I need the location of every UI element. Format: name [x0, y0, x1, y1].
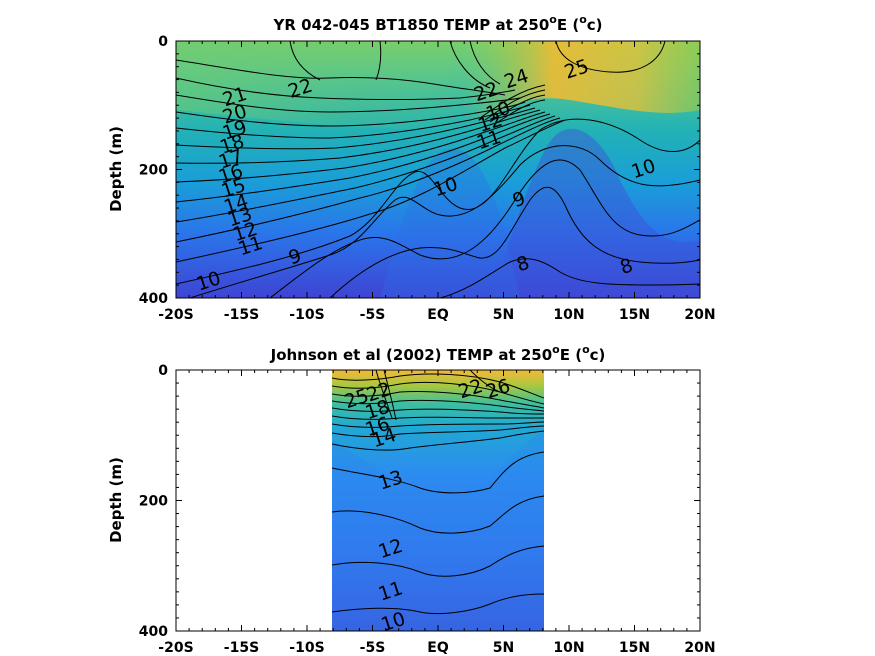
top-xtick-label: -20S	[158, 307, 193, 323]
top-xtick-label: 20N	[684, 307, 715, 323]
top-ytick-label: 0	[158, 34, 168, 50]
bottom-yaxis-ticks: 0 200 400	[139, 363, 700, 640]
top-xaxis-ticks: -20S -15S -10S -5S EQ 5N 10N 15N 20N	[158, 41, 716, 323]
bottom-xtick-label: -5S	[360, 640, 386, 656]
bottom-panel: Johnson et al (2002) TEMP at 250oE (oc) …	[107, 343, 716, 656]
top-yaxis-ticks: 0 200 400	[139, 34, 700, 307]
bottom-xtick-label: 5N	[493, 640, 514, 656]
top-xtick-label: -10S	[289, 307, 324, 323]
bottom-xaxis-ticks: -20S -15S -10S -5S EQ 5N 10N 15N 20N	[158, 370, 716, 656]
bottom-xtick-label: -20S	[158, 640, 193, 656]
bottom-color-field	[332, 370, 544, 631]
bottom-xtick-label: -15S	[224, 640, 259, 656]
bottom-ytick-label: 400	[139, 624, 168, 640]
top-xtick-label: -5S	[360, 307, 386, 323]
bottom-xtick-label: 15N	[619, 640, 650, 656]
bottom-xtick-label: EQ	[427, 640, 449, 656]
top-contours	[176, 41, 700, 298]
bottom-chart-title: Johnson et al (2002) TEMP at 250oE (oc)	[270, 343, 606, 364]
bottom-ytick-label: 0	[158, 363, 168, 379]
top-xtick-label: 5N	[493, 307, 514, 323]
top-panel: YR 042-045 BT1850 TEMP at 250oE (oc)	[107, 13, 716, 323]
bottom-xtick-label: -10S	[289, 640, 324, 656]
bottom-xtick-label: 10N	[553, 640, 584, 656]
top-xtick-label: 10N	[553, 307, 584, 323]
top-xtick-label: -15S	[224, 307, 259, 323]
bottom-xtick-label: 20N	[684, 640, 715, 656]
top-ytick-label: 200	[139, 163, 168, 179]
top-chart-title: YR 042-045 BT1850 TEMP at 250oE (oc)	[273, 13, 603, 34]
bottom-ytick-label: 200	[139, 494, 168, 510]
top-xtick-label: EQ	[427, 307, 449, 323]
bottom-contours	[332, 370, 544, 615]
top-ytick-label: 400	[139, 291, 168, 307]
bottom-ylabel: Depth (m)	[107, 457, 125, 543]
top-xtick-label: 15N	[619, 307, 650, 323]
top-ylabel: Depth (m)	[107, 126, 125, 212]
